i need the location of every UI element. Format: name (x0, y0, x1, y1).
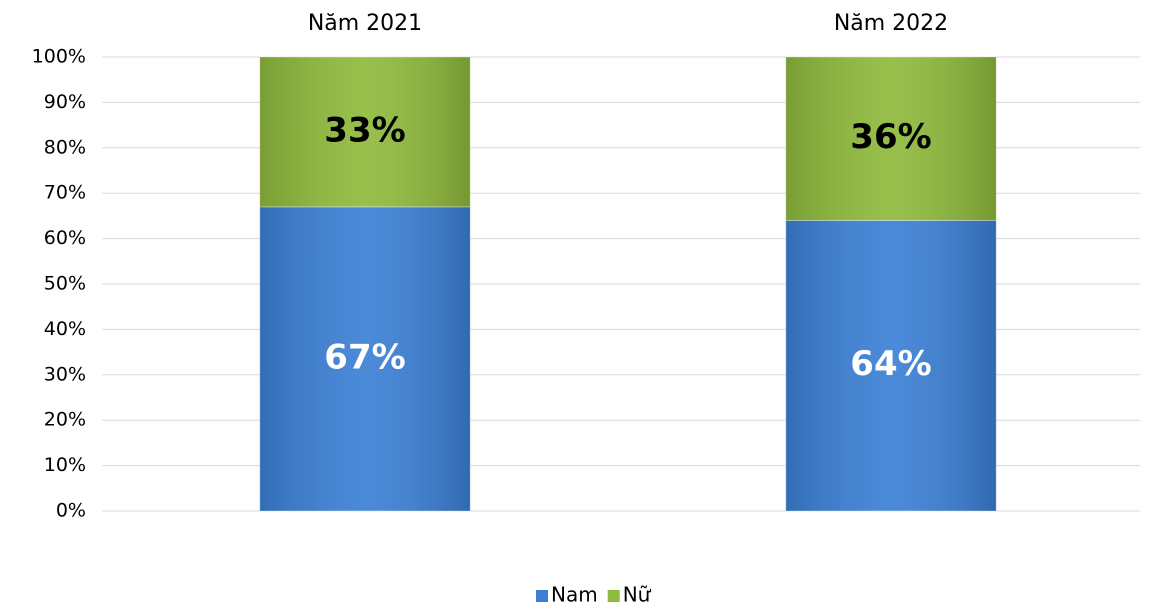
data-label: 33% (324, 110, 405, 150)
y-tick-label: 0% (56, 500, 86, 522)
legend-label: Nữ (623, 583, 652, 607)
y-tick-label: 90% (44, 91, 86, 113)
data-label: 36% (850, 117, 931, 157)
legend-label: Nam (551, 583, 598, 607)
y-tick-label: 80% (44, 136, 86, 158)
y-tick-label: 50% (44, 273, 86, 295)
y-tick-label: 60% (44, 227, 86, 249)
category-label: Năm 2021 (308, 11, 422, 36)
y-tick-label: 40% (44, 318, 86, 340)
y-tick-label: 70% (44, 182, 86, 204)
category-label: Năm 2022 (834, 11, 948, 36)
data-label: 67% (324, 337, 405, 377)
y-tick-label: 20% (44, 409, 86, 431)
legend-swatch (607, 590, 620, 602)
y-tick-label: 100% (32, 46, 86, 68)
data-label: 64% (850, 344, 931, 384)
y-tick-label: 30% (44, 363, 86, 385)
y-tick-label: 10% (44, 454, 86, 476)
legend-swatch (536, 590, 548, 602)
